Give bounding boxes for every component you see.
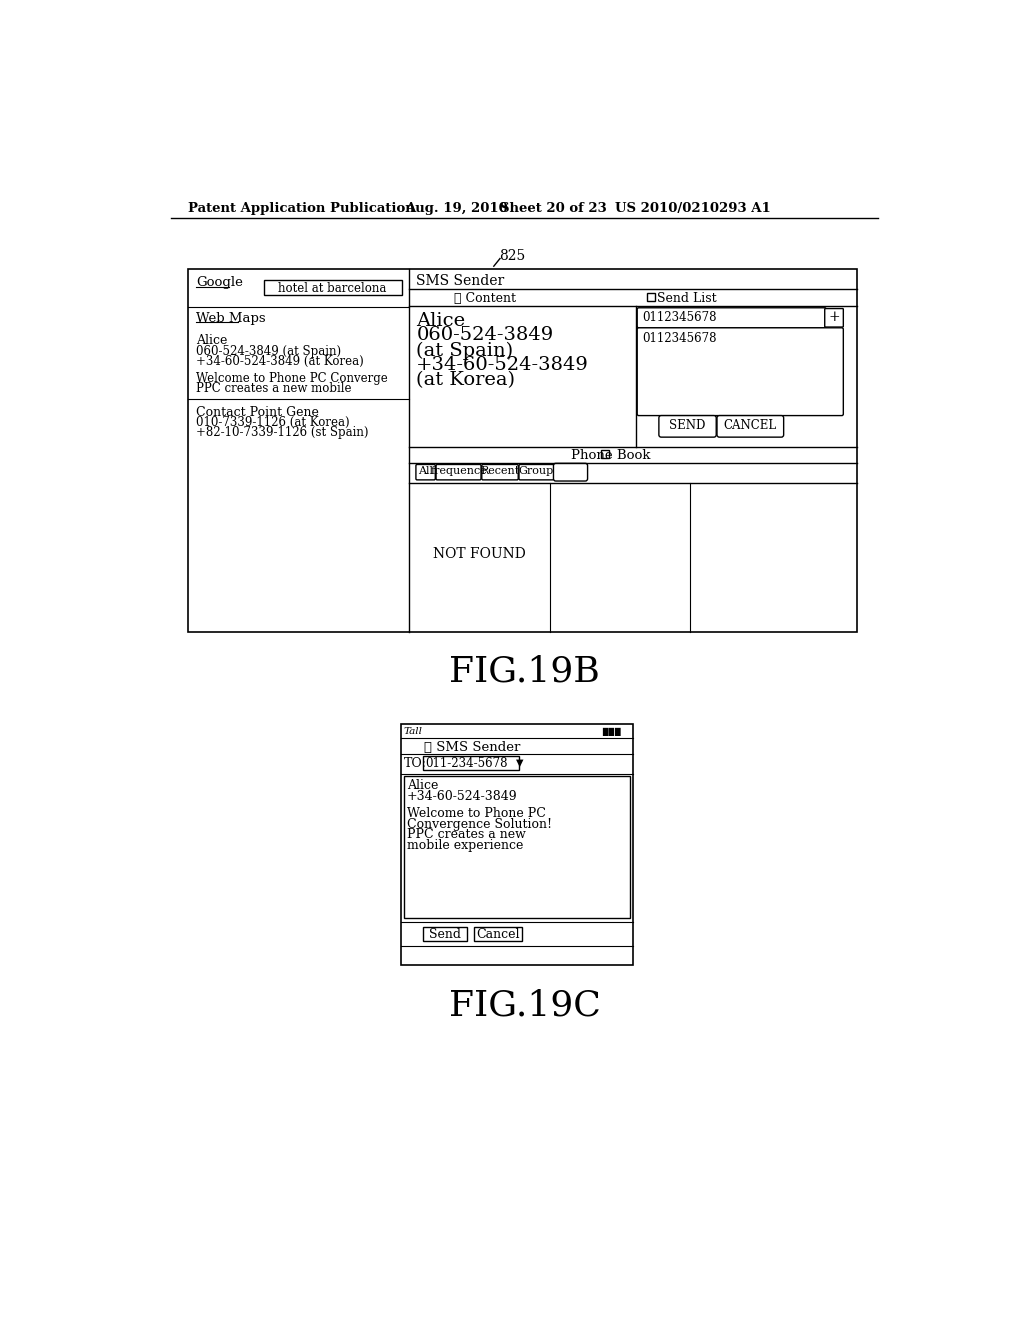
Text: +82-10-7339-1126 (st Spain): +82-10-7339-1126 (st Spain) [197,426,369,440]
Text: 0112345678: 0112345678 [642,333,717,346]
Text: FIG.19C: FIG.19C [449,989,601,1023]
Bar [188,268,856,632]
Text: ▼: ▼ [515,758,523,767]
Text: Group: Group [519,466,554,477]
FancyBboxPatch shape [637,327,844,416]
Text: Google: Google [197,276,243,289]
Text: Cancel: Cancel [477,928,520,941]
FancyBboxPatch shape [637,308,826,327]
Text: Alice: Alice [407,779,438,792]
Bar [647,293,655,301]
Text: 825: 825 [500,249,525,263]
Text: PPC creates a new mobile: PPC creates a new mobile [197,381,351,395]
Text: Send List: Send List [657,292,717,305]
Text: PPC creates a new: PPC creates a new [407,829,526,841]
Text: Sheet 20 of 23: Sheet 20 of 23 [500,202,607,215]
Text: +34-60-524-3849: +34-60-524-3849 [407,789,517,803]
Text: CANCEL: CANCEL [724,420,777,433]
Bar [423,756,519,770]
Text: Alice: Alice [417,313,466,330]
Text: ✉ SMS Sender: ✉ SMS Sender [424,741,520,754]
Text: hotel at barcelona: hotel at barcelona [279,281,387,294]
FancyBboxPatch shape [416,465,435,480]
Text: Welcome to Phone PC Converge: Welcome to Phone PC Converge [197,372,388,384]
FancyBboxPatch shape [554,463,588,480]
Text: ✉ Content: ✉ Content [454,292,515,305]
FancyBboxPatch shape [824,309,844,327]
Text: TO:: TO: [403,758,427,771]
Text: SEND: SEND [670,420,706,433]
Bar [400,725,633,965]
Text: (at Korea): (at Korea) [417,371,515,389]
Bar [423,927,467,941]
Text: NOT FOUND: NOT FOUND [433,548,526,561]
Text: 060-524-3849: 060-524-3849 [417,326,554,345]
Text: Send: Send [429,928,461,941]
FancyBboxPatch shape [519,465,554,480]
Bar [403,776,630,919]
Text: +: + [828,310,840,325]
FancyBboxPatch shape [658,416,716,437]
Text: +34-60-524-3849: +34-60-524-3849 [417,356,589,375]
Bar [263,280,401,294]
Text: FIG.19B: FIG.19B [450,655,600,688]
Text: 010-7339-1126 (at Korea): 010-7339-1126 (at Korea) [197,416,350,429]
Bar [601,450,608,458]
FancyBboxPatch shape [717,416,783,437]
Text: Web Maps: Web Maps [197,313,266,326]
Text: SMS Sender: SMS Sender [416,275,504,288]
Text: Tall: Tall [403,726,423,735]
Text: Convergence Solution!: Convergence Solution! [407,817,552,830]
Text: mobile experience: mobile experience [407,840,523,853]
Text: US 2010/0210293 A1: US 2010/0210293 A1 [614,202,770,215]
Text: 0112345678: 0112345678 [642,312,717,323]
Text: +34-60-524-3849 (at Korea): +34-60-524-3849 (at Korea) [197,355,364,368]
Text: 060-524-3849 (at Spain): 060-524-3849 (at Spain) [197,345,341,358]
Text: Recent: Recent [480,466,519,477]
FancyBboxPatch shape [481,465,518,480]
Text: Aug. 19, 2010: Aug. 19, 2010 [406,202,508,215]
Text: (at Spain): (at Spain) [417,342,513,360]
Text: 011-234-5678: 011-234-5678 [425,758,507,771]
Text: Contact Point Gene: Contact Point Gene [197,405,319,418]
Text: frequence: frequence [430,466,487,477]
Text: Alice: Alice [197,334,227,347]
Text: All: All [418,466,433,477]
Text: Welcome to Phone PC: Welcome to Phone PC [407,807,546,820]
Text: Phone Book: Phone Book [571,449,650,462]
Text: ▉▉▉: ▉▉▉ [602,726,622,735]
Bar [474,927,522,941]
FancyBboxPatch shape [436,465,481,480]
Text: Patent Application Publication: Patent Application Publication [188,202,415,215]
